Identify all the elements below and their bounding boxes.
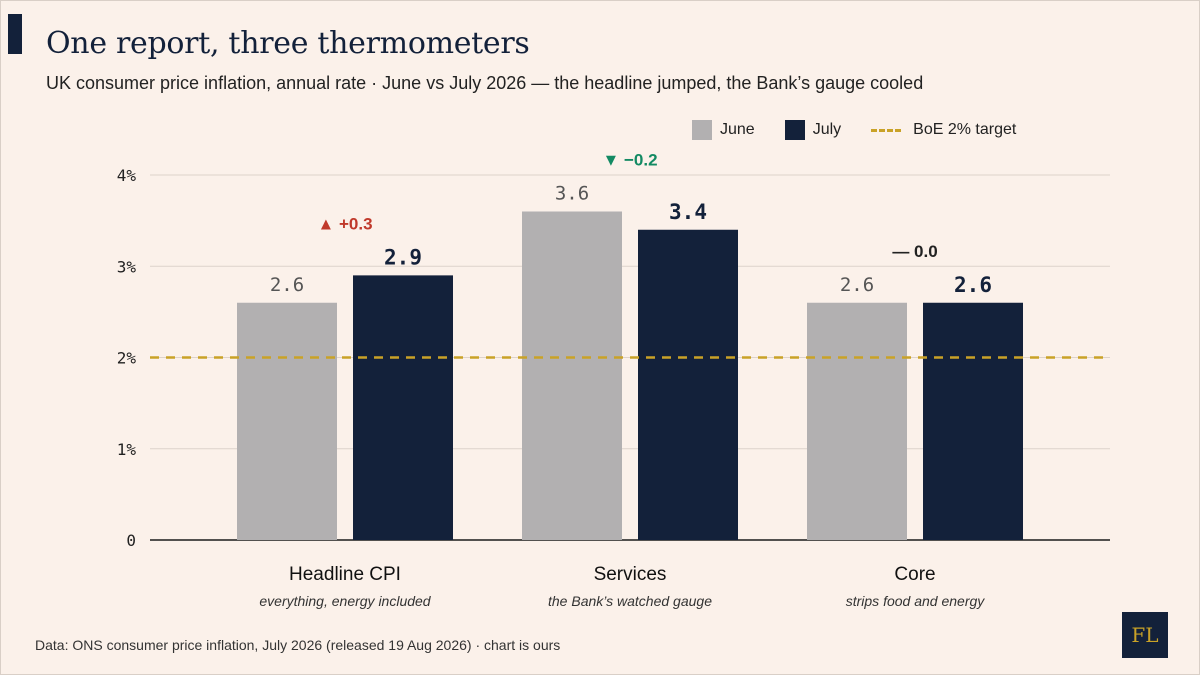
legend-swatch-july bbox=[784, 120, 805, 140]
legend-item-july: July bbox=[784, 120, 842, 140]
legend-label-june: June bbox=[720, 121, 755, 138]
y-tick-label: 2% bbox=[117, 349, 137, 368]
publisher-logo: FL bbox=[1122, 612, 1168, 658]
bar-june-2 bbox=[807, 302, 907, 540]
y-tick-label: 3% bbox=[117, 257, 137, 276]
bar-july-0 bbox=[353, 275, 453, 540]
category-note: strips food and energy bbox=[846, 593, 986, 609]
bar-value-label-june: 3.6 bbox=[555, 183, 589, 205]
bar-value-label-july: 3.4 bbox=[669, 200, 707, 224]
source-note: Data: ONS consumer price inflation, July… bbox=[35, 637, 561, 653]
category-label: Headline CPI bbox=[289, 564, 401, 585]
bar-value-label-july: 2.9 bbox=[384, 245, 422, 269]
legend-swatch-june bbox=[692, 120, 712, 140]
chart-subtitle: UK consumer price inflation, annual rate… bbox=[46, 73, 924, 93]
bar-value-label-june: 2.6 bbox=[270, 274, 304, 296]
category-label: Core bbox=[894, 564, 935, 585]
change-annotation: ▲ +0.3 bbox=[317, 214, 372, 233]
category-label: Services bbox=[594, 564, 667, 585]
bar-value-label-july: 2.6 bbox=[954, 273, 992, 297]
bar-june-0 bbox=[237, 302, 337, 540]
category-note: everything, energy included bbox=[259, 593, 431, 609]
accent-bar bbox=[8, 14, 22, 54]
change-annotation: — 0.0 bbox=[892, 242, 937, 261]
legend: June July BoE 2% target bbox=[692, 119, 1046, 141]
bar-july-2 bbox=[923, 302, 1023, 540]
y-tick-label: 4% bbox=[117, 166, 137, 185]
y-tick-label: 1% bbox=[117, 440, 137, 459]
legend-item-target: BoE 2% target bbox=[871, 121, 1016, 139]
legend-label-july: July bbox=[812, 121, 842, 138]
category-note: the Bank’s watched gauge bbox=[548, 593, 712, 609]
legend-swatch-target bbox=[871, 128, 902, 132]
legend-label-target: BoE 2% target bbox=[913, 121, 1017, 138]
change-annotation: ▼ −0.2 bbox=[602, 151, 657, 170]
bar-july-1 bbox=[638, 229, 738, 540]
legend-item-june: June bbox=[692, 120, 755, 140]
bar-june-1 bbox=[522, 211, 622, 540]
chart-title: One report, three thermometers bbox=[46, 26, 530, 61]
y-tick-label: 0 bbox=[126, 531, 136, 550]
bar-value-label-june: 2.6 bbox=[840, 274, 874, 296]
